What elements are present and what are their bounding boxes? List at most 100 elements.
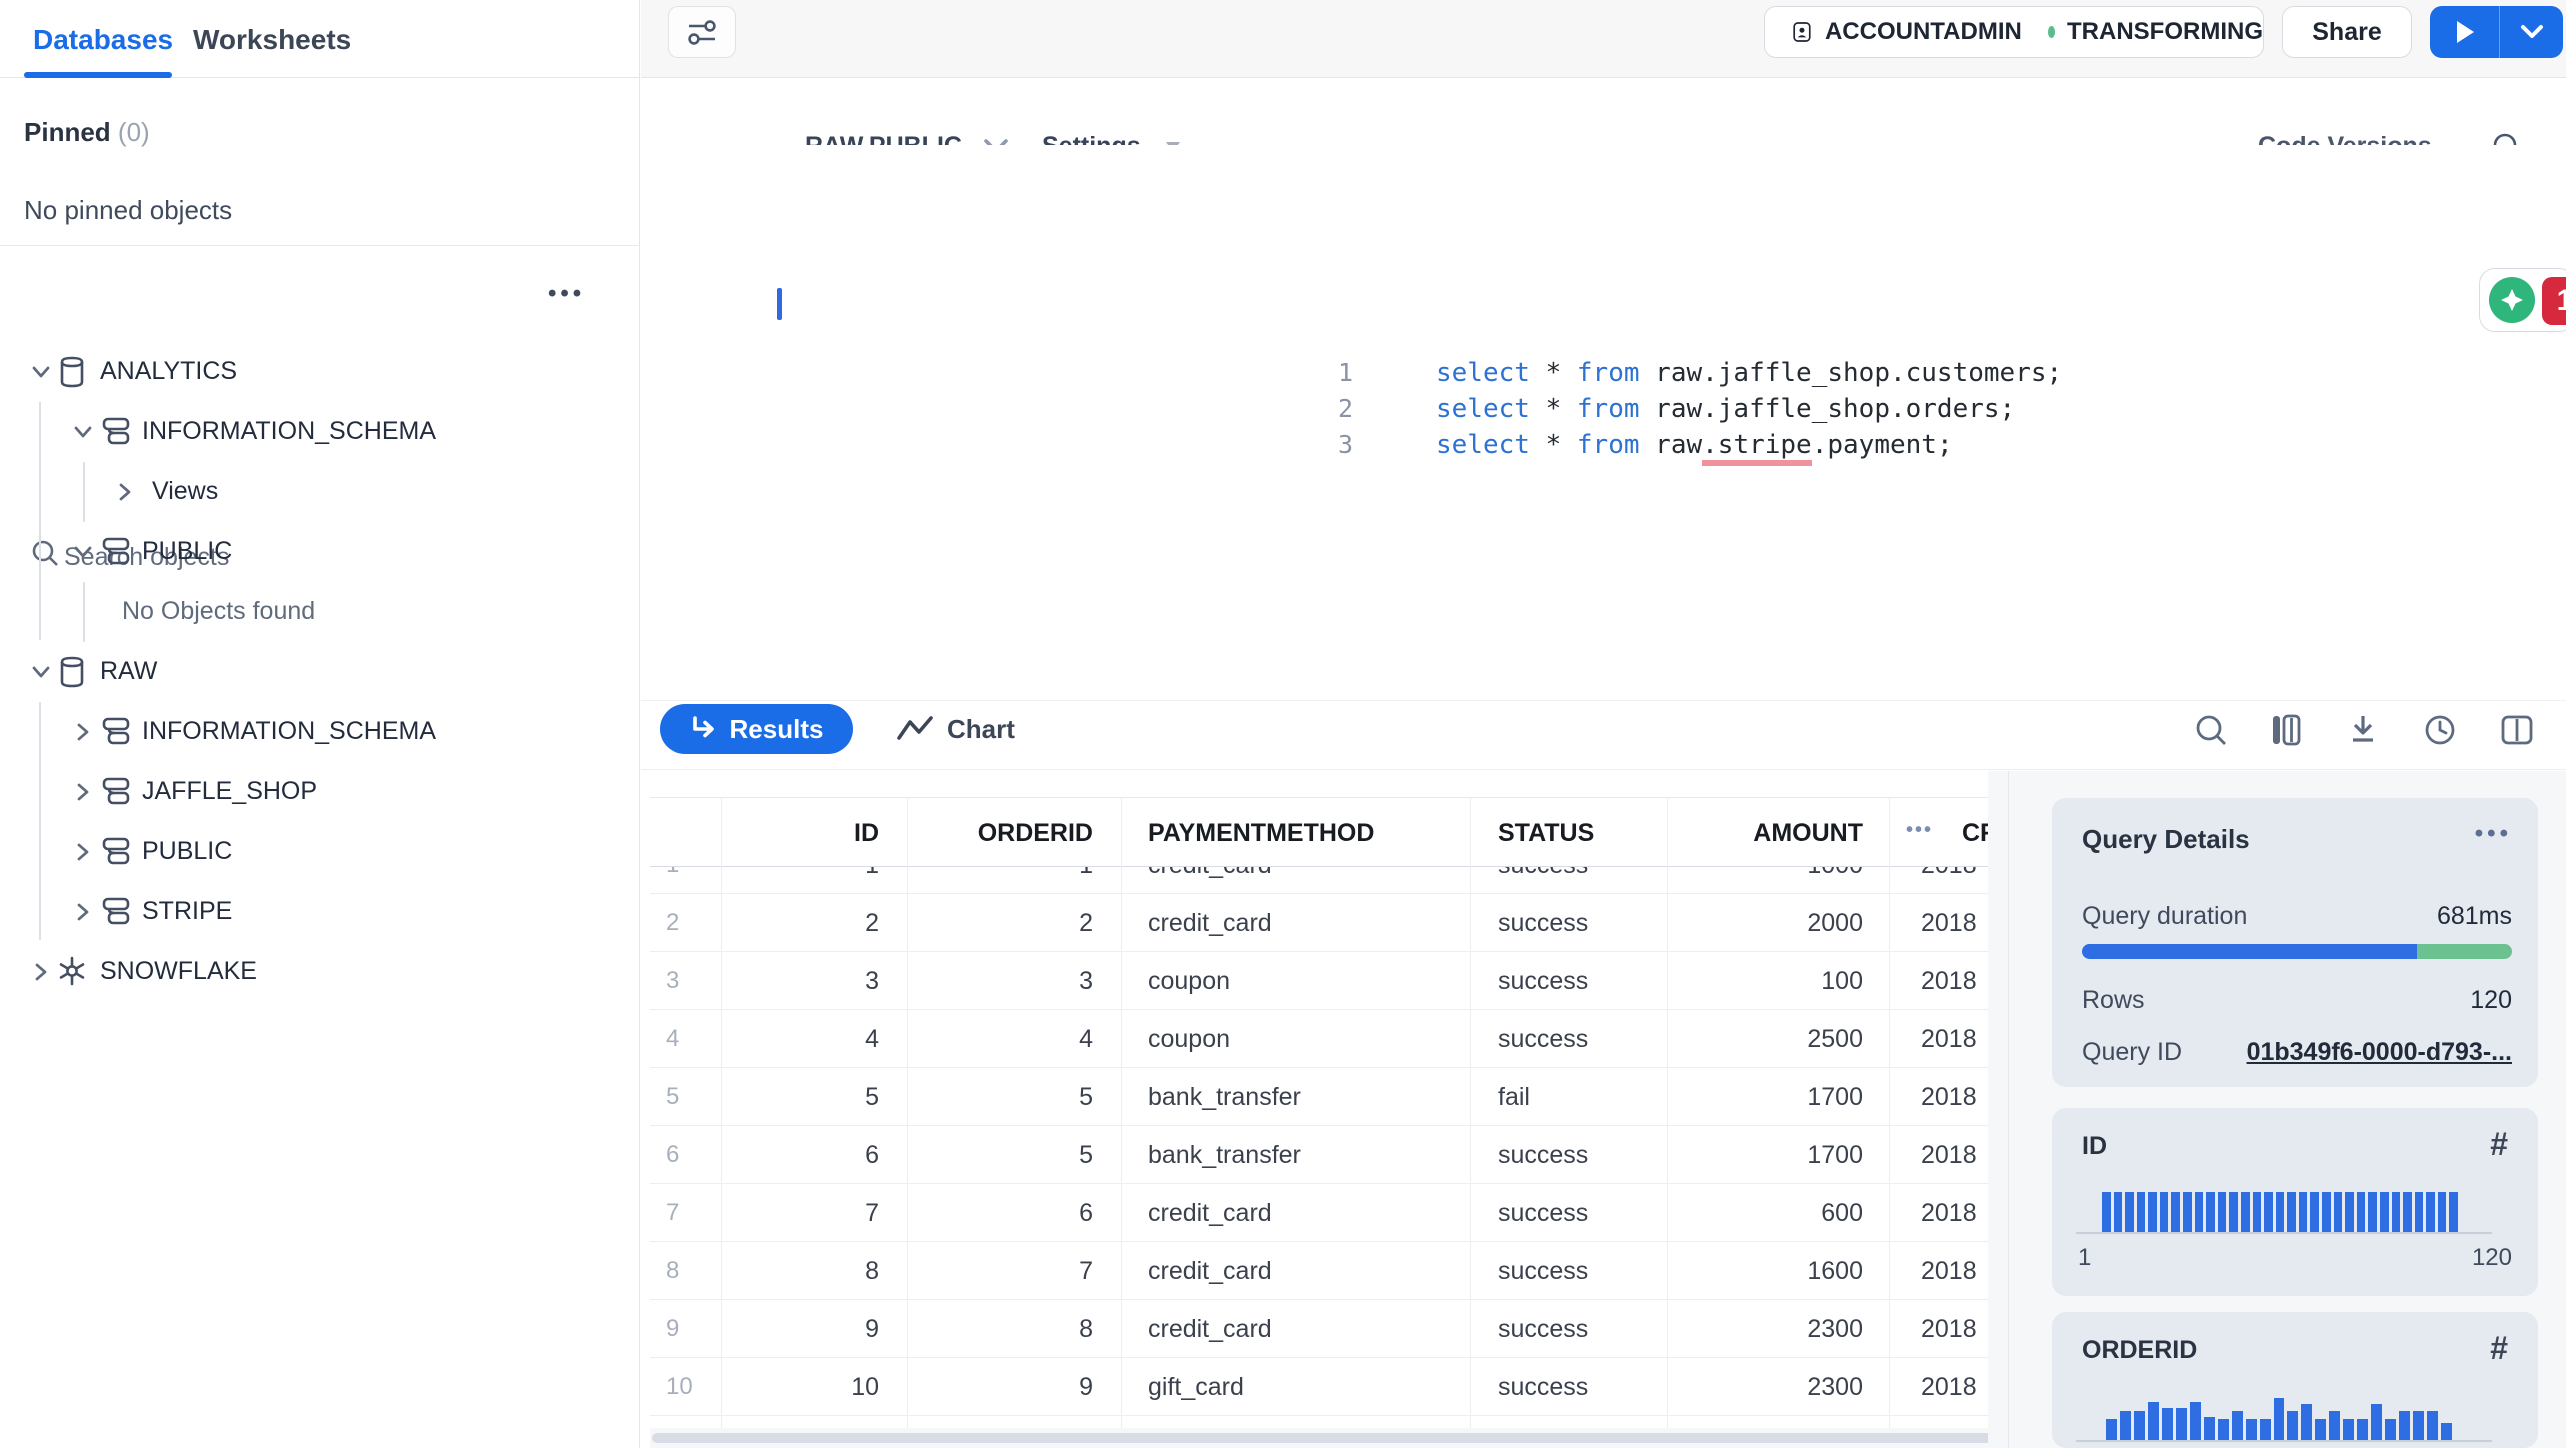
row-number-cell[interactable]: 7	[650, 1184, 722, 1242]
run-play-button[interactable]	[2430, 6, 2500, 58]
row-number-cell[interactable]: 2	[650, 894, 722, 952]
table-cell[interactable]: success	[1471, 867, 1668, 894]
row-number-cell[interactable]: 5	[650, 1068, 722, 1126]
table-cell[interactable]: bank_transfer	[1122, 1126, 1471, 1184]
table-cell[interactable]: 1000	[1668, 867, 1890, 894]
row-number-cell[interactable]: 3	[650, 952, 722, 1010]
table-cell[interactable]: 2018	[1890, 1358, 1988, 1416]
row-number-cell[interactable]: 10	[650, 1358, 722, 1416]
table-cell[interactable]: 7	[908, 1242, 1122, 1300]
split-panel-icon[interactable]	[2497, 710, 2537, 750]
table-cell[interactable]: 5	[722, 1068, 908, 1126]
table-cell[interactable]: 8	[908, 1300, 1122, 1358]
table-cell[interactable]: 2	[908, 894, 1122, 952]
columns-icon[interactable]	[2266, 710, 2306, 750]
chevron-right-icon[interactable]	[72, 721, 94, 748]
table-cell[interactable]: fail	[1471, 1068, 1668, 1126]
table-cell[interactable]: 1	[722, 867, 908, 894]
tree-item-public[interactable]: PUBLIC	[0, 522, 640, 582]
results-search-icon[interactable]	[2191, 710, 2231, 750]
row-number-cell[interactable]: 8	[650, 1242, 722, 1300]
table-cell[interactable]: 2018	[1890, 1242, 1988, 1300]
table-cell[interactable]: 2018	[1890, 894, 1988, 952]
query-id-link[interactable]: 01b349f6-0000-d793-...	[2246, 1038, 2512, 1066]
tab-databases[interactable]: Databases	[33, 24, 174, 55]
tree-item-analytics[interactable]: ANALYTICS	[0, 342, 640, 402]
table-row[interactable]: 7 7 6 credit_card success 600 2018	[650, 1184, 1988, 1242]
table-cell[interactable]: 2018	[1890, 867, 1988, 894]
table-cell[interactable]: 2018	[1890, 1300, 1988, 1358]
chevron-right-icon[interactable]	[72, 781, 94, 808]
table-cell[interactable]: 2018	[1890, 1010, 1988, 1068]
table-row[interactable]: 9 9 8 credit_card success 2300 2018	[650, 1300, 1988, 1358]
table-row[interactable]: 5 5 5 bank_transfer fail 1700 2018	[650, 1068, 1988, 1126]
run-button[interactable]	[2430, 6, 2563, 58]
tree-item-information-schema[interactable]: INFORMATION_SCHEMA	[0, 702, 640, 762]
table-cell[interactable]: success	[1471, 1300, 1668, 1358]
column-header-created[interactable]: CREATED	[1890, 798, 1988, 868]
role-warehouse-selector[interactable]: ACCOUNTADMIN TRANSFORMING	[1764, 6, 2264, 58]
history-icon[interactable]	[2420, 710, 2460, 750]
row-number-cell[interactable]: 9	[650, 1300, 722, 1358]
table-cell[interactable]: success	[1471, 1358, 1668, 1416]
table-cell[interactable]: gift_card	[1122, 1358, 1471, 1416]
column-header-orderid[interactable]: ORDERID	[908, 798, 1122, 868]
table-cell[interactable]: credit_card	[1122, 1300, 1471, 1358]
table-row[interactable]: 3 3 3 coupon success 100 2018	[650, 952, 1988, 1010]
table-cell[interactable]: 2300	[1668, 1358, 1890, 1416]
tab-worksheets[interactable]: Worksheets	[193, 24, 352, 55]
table-cell[interactable]: 6	[908, 1184, 1122, 1242]
download-icon[interactable]	[2343, 710, 2383, 750]
sql-editor[interactable]: 1 select * from raw.jaffle_shop.customers…	[641, 145, 2566, 700]
table-cell[interactable]: 1	[908, 867, 1122, 894]
table-cell[interactable]: 1700	[1668, 1068, 1890, 1126]
worksheet-config-button[interactable]	[668, 6, 736, 58]
table-cell[interactable]: 600	[1668, 1184, 1890, 1242]
tree-item-public[interactable]: PUBLIC	[0, 822, 640, 882]
table-cell[interactable]: 2	[722, 894, 908, 952]
table-cell[interactable]: 2000	[1668, 894, 1890, 952]
table-cell[interactable]: success	[1471, 1126, 1668, 1184]
copilot-suggestion-pill[interactable]: 1	[2479, 268, 2566, 332]
chevron-down-icon[interactable]	[30, 361, 52, 388]
column-header-amount[interactable]: AMOUNT	[1668, 798, 1890, 868]
chevron-down-icon[interactable]	[30, 661, 52, 688]
table-cell[interactable]: 9	[908, 1358, 1122, 1416]
column-header-paymentmethod[interactable]: PAYMENTMETHOD	[1122, 798, 1471, 868]
table-cell[interactable]: 6	[722, 1126, 908, 1184]
column-menu-icon[interactable]: •••	[1906, 819, 1934, 841]
table-cell[interactable]: 2018	[1890, 952, 1988, 1010]
table-cell[interactable]: success	[1471, 1010, 1668, 1068]
table-row[interactable]: 10 10 9 gift_card success 2300 2018	[650, 1358, 1988, 1416]
table-cell[interactable]: 7	[722, 1184, 908, 1242]
tree-item-stripe[interactable]: STRIPE	[0, 882, 640, 942]
table-cell[interactable]: 2018	[1890, 1068, 1988, 1126]
table-cell[interactable]: success	[1471, 894, 1668, 952]
tree-item-information-schema[interactable]: INFORMATION_SCHEMA	[0, 402, 640, 462]
row-number-cell[interactable]: 4	[650, 1010, 722, 1068]
tree-item-snowflake[interactable]: SNOWFLAKE	[0, 942, 640, 1002]
column-header-id[interactable]: ID	[722, 798, 908, 868]
tree-item-views[interactable]: Views	[0, 462, 640, 522]
table-cell[interactable]: 3	[908, 952, 1122, 1010]
search-objects-input[interactable]: Search objects	[0, 262, 640, 571]
chevron-down-icon[interactable]	[72, 541, 94, 568]
table-row[interactable]: 2 2 2 credit_card success 2000 2018	[650, 894, 1988, 952]
table-cell[interactable]: 9	[722, 1300, 908, 1358]
chevron-right-icon[interactable]	[72, 841, 94, 868]
table-cell[interactable]: success	[1471, 1184, 1668, 1242]
chevron-down-icon[interactable]	[72, 421, 94, 448]
table-cell[interactable]: bank_transfer	[1122, 1068, 1471, 1126]
table-cell[interactable]: 2018	[1890, 1126, 1988, 1184]
table-cell[interactable]: 1600	[1668, 1242, 1890, 1300]
table-cell[interactable]: 100	[1668, 952, 1890, 1010]
table-cell[interactable]: 5	[908, 1126, 1122, 1184]
column-header-status[interactable]: STATUS	[1471, 798, 1668, 868]
table-cell[interactable]: success	[1471, 952, 1668, 1010]
table-cell[interactable]: 5	[908, 1068, 1122, 1126]
tab-results[interactable]: Results	[660, 704, 853, 754]
table-cell[interactable]: 10	[722, 1358, 908, 1416]
table-cell[interactable]: credit_card	[1122, 1184, 1471, 1242]
horizontal-scrollbar[interactable]	[652, 1433, 2004, 1443]
code-line-2[interactable]: select * from raw.jaffle_shop.orders;	[1436, 394, 2016, 424]
